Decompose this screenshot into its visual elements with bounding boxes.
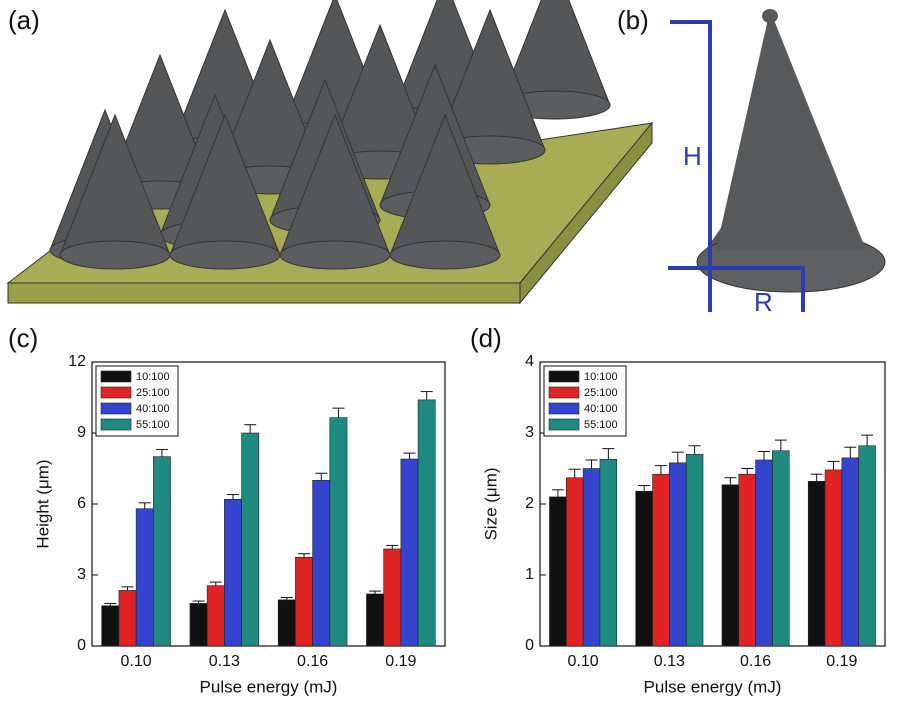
legend-label: 10:100 — [136, 371, 170, 383]
bar — [755, 459, 773, 647]
bar — [549, 496, 567, 647]
x-tick-label: 0.13 — [654, 653, 685, 670]
bar — [241, 432, 260, 647]
legend-swatch — [548, 386, 580, 399]
bar — [277, 599, 296, 647]
bar — [635, 490, 653, 647]
bar — [224, 498, 242, 647]
bar — [824, 469, 843, 647]
legend-swatch — [548, 418, 580, 431]
bar — [312, 480, 331, 647]
legend-swatch — [100, 418, 132, 431]
x-tick-label: 0.10 — [568, 653, 599, 670]
y-axis-label: Size (μm) — [481, 467, 500, 540]
y-tick-label: 3 — [525, 424, 534, 441]
bar — [101, 605, 120, 647]
cone-base — [389, 240, 501, 270]
panel-label: (c) — [8, 323, 38, 353]
bar — [807, 480, 826, 647]
y-tick-label: 0 — [77, 637, 86, 654]
legend-label: 40:100 — [136, 403, 170, 415]
bar — [400, 458, 419, 647]
y-tick-label: 1 — [525, 566, 534, 583]
bar — [417, 399, 436, 647]
y-tick-label: 12 — [68, 353, 86, 370]
bar — [383, 548, 402, 647]
height-label: H — [683, 141, 702, 171]
y-tick-label: 3 — [77, 566, 86, 583]
x-axis-label: Pulse energy (mJ) — [200, 677, 338, 696]
panel-label: (b) — [617, 5, 649, 35]
radius-label: R — [754, 287, 773, 317]
bar — [153, 456, 171, 647]
bar — [858, 445, 876, 647]
bar — [135, 508, 154, 647]
bar — [721, 484, 740, 647]
cone-array — [49, 0, 611, 270]
cone-base — [59, 240, 171, 270]
x-tick-label: 0.13 — [209, 653, 240, 670]
legend-swatch — [548, 370, 580, 383]
bar — [652, 473, 670, 647]
bar — [738, 473, 756, 647]
bar — [329, 417, 348, 647]
bar — [295, 556, 313, 647]
dimension-lines — [668, 20, 805, 312]
bar — [118, 590, 137, 647]
legend-swatch — [100, 402, 132, 415]
x-axis-label: Pulse energy (mJ) — [644, 677, 782, 696]
y-tick-label: 0 — [525, 637, 534, 654]
bar — [189, 603, 208, 647]
y-tick-label: 9 — [77, 424, 86, 441]
bar — [685, 453, 704, 647]
legend-label: 55:100 — [584, 419, 618, 431]
x-tick-label: 0.16 — [740, 653, 771, 670]
cone-base — [279, 240, 391, 270]
bar — [841, 457, 859, 647]
legend-label: 40:100 — [584, 403, 618, 415]
legend-label: 25:100 — [136, 387, 170, 399]
legend-label: 25:100 — [584, 387, 618, 399]
legend-label: 55:100 — [136, 419, 170, 431]
y-tick-label: 6 — [77, 495, 86, 512]
x-tick-label: 0.19 — [826, 653, 857, 670]
y-axis-label: Height (μm) — [33, 459, 52, 548]
legend-swatch — [100, 386, 132, 399]
bar — [206, 585, 225, 647]
bar — [366, 593, 384, 647]
y-tick-label: 2 — [525, 495, 534, 512]
single-cone — [696, 9, 886, 293]
panel-label: (d) — [470, 323, 502, 353]
legend-swatch — [548, 402, 580, 415]
bar — [599, 458, 618, 647]
legend-swatch — [100, 370, 132, 383]
x-tick-label: 0.10 — [121, 653, 152, 670]
bar — [582, 468, 601, 647]
bar — [772, 450, 790, 647]
y-tick-label: 4 — [525, 353, 534, 370]
panel-label: (a) — [8, 5, 40, 35]
x-tick-label: 0.19 — [385, 653, 416, 670]
bar — [566, 477, 584, 647]
cone-base — [169, 240, 281, 270]
bar — [669, 462, 687, 647]
x-tick-label: 0.16 — [297, 653, 328, 670]
legend-label: 10:100 — [584, 371, 618, 383]
